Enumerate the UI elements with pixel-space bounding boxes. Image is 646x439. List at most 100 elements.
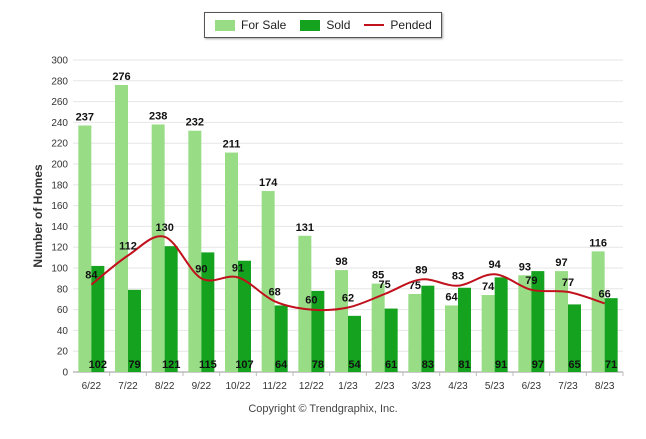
y-tick-label: 300: [51, 56, 68, 67]
data-label-for-sale: 64: [445, 291, 458, 303]
data-label-for-sale: 98: [335, 256, 347, 268]
bar-for-sale: [261, 191, 275, 372]
y-tick-label: 120: [51, 243, 68, 254]
data-label-sold: 83: [422, 359, 434, 371]
legend-item-for-sale: For Sale: [215, 18, 286, 32]
data-label-sold: 115: [199, 359, 217, 371]
y-tick-label: 100: [51, 264, 68, 275]
x-tick-label: 12/22: [299, 381, 324, 392]
bar-for-sale: [151, 124, 165, 372]
y-tick-label: 200: [51, 160, 68, 171]
bar-sold: [494, 277, 508, 372]
bar-sold: [128, 289, 141, 372]
data-label-sold: 97: [532, 359, 544, 371]
bar-for-sale: [188, 130, 202, 372]
data-label-for-sale: 238: [149, 110, 167, 122]
bar-sold: [458, 287, 471, 372]
bar-for-sale: [445, 305, 458, 372]
y-tick-label: 40: [57, 326, 69, 337]
data-label-for-sale: 232: [186, 117, 204, 129]
data-label-pended: 68: [269, 286, 281, 298]
data-label-for-sale: 276: [112, 71, 130, 83]
bar-for-sale: [298, 235, 312, 372]
x-tick-label: 8/22: [155, 381, 175, 392]
y-tick-label: 180: [51, 180, 68, 191]
bar-for-sale: [225, 152, 238, 372]
x-tick-label: 5/23: [485, 381, 505, 392]
legend-item-pended: Pended: [364, 18, 432, 32]
y-tick-label: 240: [51, 118, 68, 129]
data-label-for-sale: 211: [223, 139, 241, 151]
x-tick-label: 7/23: [558, 381, 578, 392]
bar-for-sale: [371, 283, 385, 372]
data-label-sold: 79: [128, 359, 140, 371]
data-label-pended: 91: [232, 262, 244, 274]
data-label-pended: 83: [452, 271, 464, 283]
y-tick-label: 280: [51, 76, 68, 87]
data-label-pended: 112: [119, 241, 137, 253]
bar-for-sale: [408, 294, 422, 372]
x-tick-label: 4/23: [448, 381, 468, 392]
bar-sold: [201, 252, 215, 372]
data-label-sold: 78: [312, 359, 324, 371]
data-label-for-sale: 174: [259, 177, 278, 189]
x-tick-label: 6/22: [82, 381, 102, 392]
data-label-for-sale: 97: [555, 257, 567, 269]
x-tick-label: 9/22: [192, 381, 212, 392]
legend: For Sale Sold Pended: [204, 12, 442, 38]
data-label-for-sale: 93: [519, 261, 531, 273]
bar-sold: [274, 305, 288, 372]
x-tick-label: 8/23: [595, 381, 615, 392]
legend-label-for-sale: For Sale: [241, 18, 287, 32]
data-label-sold: 81: [458, 359, 470, 371]
bar-sold: [421, 285, 435, 372]
y-tick-label: 80: [57, 284, 69, 295]
bar-sold: [568, 304, 581, 372]
x-tick-label: 7/22: [118, 381, 138, 392]
bar-for-sale: [591, 251, 605, 372]
x-tick-label: 10/22: [225, 381, 250, 392]
legend-label-pended: Pended: [390, 18, 432, 32]
data-label-for-sale: 74: [482, 281, 495, 293]
copyright-text: Copyright © Trendgraphix, Inc.: [248, 403, 398, 415]
bar-for-sale: [115, 84, 128, 373]
data-label-for-sale: 116: [589, 237, 607, 249]
x-tick-label: 2/23: [375, 381, 395, 392]
data-label-sold: 71: [605, 359, 617, 371]
bar-for-sale: [481, 295, 495, 372]
data-label-pended: 79: [525, 275, 537, 287]
x-tick-label: 6/23: [522, 381, 542, 392]
data-label-sold: 107: [235, 359, 253, 371]
y-tick-label: 20: [57, 347, 69, 358]
data-label-pended: 84: [85, 270, 98, 282]
data-label-sold: 91: [495, 359, 507, 371]
x-tick-label: 11/22: [263, 381, 288, 392]
y-axis-label: Number of Homes: [31, 164, 45, 268]
data-label-pended: 60: [305, 295, 317, 307]
data-label-for-sale: 75: [409, 280, 421, 292]
x-tick-label: 1/23: [338, 381, 358, 392]
data-label-pended: 89: [415, 264, 427, 276]
bar-sold: [311, 290, 325, 372]
y-tick-label: 260: [51, 97, 68, 108]
data-label-sold: 121: [162, 359, 180, 371]
bar-sold: [384, 308, 398, 372]
bar-sold: [91, 265, 105, 372]
data-label-pended: 130: [155, 222, 173, 234]
bar-sold: [164, 246, 178, 372]
bar-sold: [531, 271, 545, 372]
bar-for-sale: [335, 270, 348, 372]
y-tick-label: 220: [51, 139, 68, 150]
data-label-pended: 90: [195, 263, 207, 275]
bar-for-sale: [78, 125, 92, 373]
data-label-pended: 75: [379, 279, 391, 291]
legend-swatch-for-sale: [215, 19, 235, 31]
data-label-for-sale: 131: [296, 222, 314, 234]
bar-sold: [604, 298, 618, 372]
y-tick-label: 60: [57, 305, 69, 316]
legend-item-sold: Sold: [300, 18, 350, 32]
x-tick-label: 3/23: [412, 381, 432, 392]
data-label-sold: 61: [385, 359, 397, 371]
